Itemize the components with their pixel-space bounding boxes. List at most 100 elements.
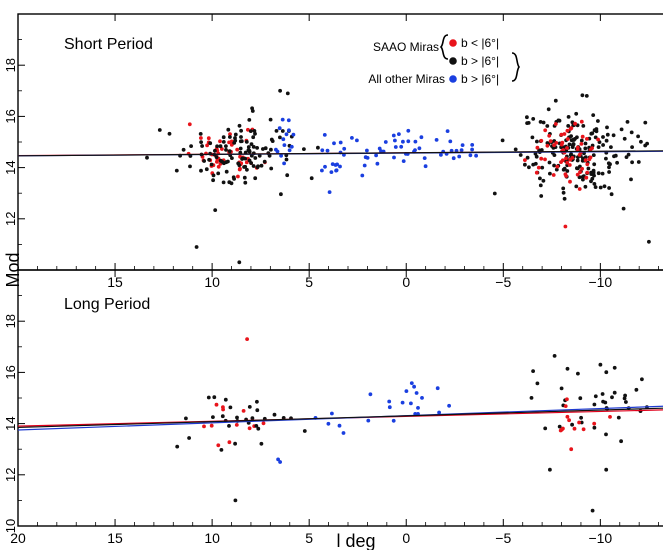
top-data-point [278,88,282,93]
top-data-point [564,156,568,161]
top-data-point [552,153,557,158]
top-data-point [569,126,574,130]
top-data-point [547,133,552,138]
top-data-point [246,145,251,149]
top-x-tick-label: −10 [588,274,612,290]
top-y-tick-label: 12 [3,212,18,226]
top-data-point [545,124,550,128]
top-data-point [500,138,505,143]
bottom-data-point [572,426,577,431]
top-y-tick-label: 16 [3,109,18,123]
top-data-point [253,131,257,136]
top-data-point [238,146,243,151]
bottom-data-point [254,424,259,428]
top-data-point [562,196,567,201]
top-data-point [604,138,609,143]
bottom-data-point [638,409,643,413]
top-data-point [423,164,428,169]
top-data-point [332,141,336,146]
bottom-data-point [261,421,266,426]
top-data-point [330,162,335,167]
top-data-point [338,164,342,169]
bottom-data-point [212,395,217,400]
top-data-point [309,176,314,181]
top-data-point [541,178,546,183]
top-data-point [269,137,274,142]
top-data-point [538,176,542,181]
top-x-tick-label: 5 [305,274,313,290]
bottom-data-point [567,418,571,423]
top-data-point [228,132,232,137]
legend-entry-3: b > |6°| [461,72,499,86]
top-data-point [204,167,209,172]
top-data-point [448,139,453,144]
top-data-point [255,146,259,150]
top-data-point [302,147,306,152]
bottom-data-point [623,393,627,398]
top-data-point [251,164,256,168]
top-data-point [227,149,232,154]
bottom-data-point [604,432,608,437]
top-data-point [559,160,563,165]
top-data-point [230,156,234,161]
top-data-point [365,148,369,153]
top-data-point [536,165,541,170]
top-data-point [181,147,186,152]
top-data-point [327,190,332,195]
top-data-point [545,143,550,148]
bottom-data-point [223,397,228,402]
top-data-point [365,156,370,160]
top-data-point [419,135,424,140]
top-data-point [236,161,241,166]
top-data-point [213,148,217,153]
top-data-point [392,155,396,160]
top-data-point [213,208,218,213]
top-data-point [525,155,530,160]
top-data-point [199,168,203,173]
legend-entry-2: b > |6°| [461,54,499,68]
top-data-point [445,129,450,134]
bottom-x-tick-label: 10 [204,530,220,546]
top-data-point [417,146,422,151]
top-data-point [422,156,427,161]
top-data-point [538,120,543,124]
bottom-data-point [247,405,252,409]
top-data-point [639,139,643,144]
top-y-tick-label: 14 [3,160,18,174]
top-data-point [527,165,531,170]
bottom-data-point [565,397,569,402]
bottom-data-point [241,409,246,413]
top-data-point [578,170,582,175]
top-data-point [591,113,596,117]
top-data-point [611,133,616,138]
bottom-data-point [227,440,232,445]
bottom-x-tick-label: 15 [107,530,123,546]
top-x-tick-label: 10 [204,274,220,290]
top-data-point [206,136,211,141]
top-data-point [592,182,597,186]
top-data-point [561,148,566,152]
top-data-point [439,153,443,157]
top-data-point [583,158,588,163]
bottom-data-point [624,400,628,404]
top-data-point [239,139,244,144]
top-data-point [239,128,244,133]
top-data-point [322,133,327,137]
top-data-point [243,180,248,185]
top-data-point [289,144,294,149]
top-data-point [474,153,478,158]
bottom-data-point [619,439,623,444]
top-data-point [604,156,608,161]
bottom-data-point [368,392,373,397]
bottom-data-point [593,394,598,399]
top-data-point [459,148,464,153]
top-panel-marks [17,88,663,265]
top-data-point [320,148,325,153]
top-data-point [619,127,624,132]
bottom-data-point [255,399,259,404]
top-data-point [590,131,595,136]
bottom-data-point [330,411,334,416]
legend-other-label: All other Miras [368,72,445,86]
bottom-x-tick-label: 0 [402,530,410,546]
top-data-point [232,177,237,181]
